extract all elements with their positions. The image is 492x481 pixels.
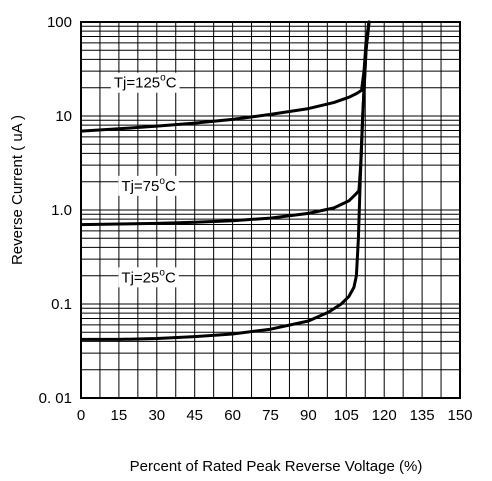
series-label-background: [118, 175, 179, 196]
series-label-text: Tj=25oC: [121, 267, 176, 286]
y-tick-label: 10: [55, 108, 72, 125]
series-label-background: [118, 267, 179, 288]
series-labels: Tj=125oC Tj=75oC Tj=25oC: [110, 72, 180, 288]
y-axis-ticks: 0. 01 0.1 1.0 10 100: [39, 14, 72, 407]
plot-frame: [80, 21, 461, 399]
series-label: Tj=75oC: [118, 175, 179, 196]
x-tick-label: 30: [148, 407, 165, 424]
y-axis-label: Reverse Current ( uA ): [9, 115, 26, 265]
y-tick-label: 1.0: [51, 202, 72, 219]
x-tick-label: 60: [224, 407, 241, 424]
x-tick-label: 120: [372, 407, 397, 424]
y-tick-label: 0. 01: [39, 390, 72, 407]
series-label-text: Tj=75oC: [121, 176, 176, 195]
x-tick-label: 90: [300, 407, 317, 424]
y-tick-label: 100: [47, 14, 72, 31]
series-label: Tj=125oC: [110, 72, 180, 93]
x-tick-label: 45: [186, 407, 203, 424]
x-tick-label: 0: [77, 407, 85, 424]
series-label: Tj=25oC: [118, 267, 179, 288]
curves: [81, 20, 371, 341]
x-tick-label: 150: [447, 407, 472, 424]
y-tick-label: 0.1: [51, 296, 72, 313]
series-label-background: [110, 72, 180, 93]
x-tick-label: 75: [262, 407, 279, 424]
x-tick-label: 135: [410, 407, 435, 424]
x-axis-label: Percent of Rated Peak Reverse Voltage (%…: [130, 458, 423, 475]
x-axis-ticks: 0 15 30 45 60 75 90 105 120 135 150: [77, 407, 473, 424]
x-tick-label: 105: [334, 407, 359, 424]
x-tick-label: 15: [111, 407, 128, 424]
series-label-text: Tj=125oC: [114, 73, 177, 92]
series-line: [81, 20, 371, 341]
